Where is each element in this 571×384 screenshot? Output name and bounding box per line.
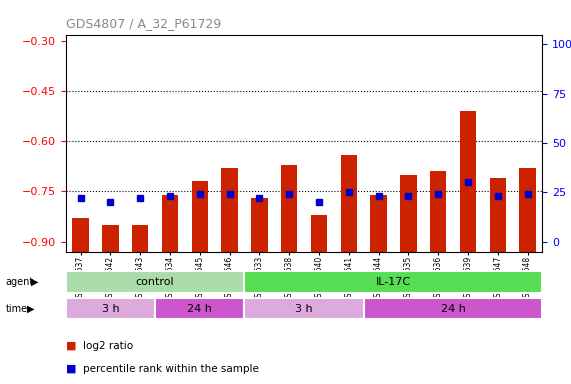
Text: 24 h: 24 h: [441, 304, 465, 314]
Bar: [460, 111, 476, 252]
Bar: [66, 298, 155, 319]
Text: ▶: ▶: [31, 277, 39, 287]
Bar: [340, 155, 357, 252]
Bar: [162, 195, 178, 252]
Text: log2 ratio: log2 ratio: [83, 341, 133, 351]
Text: agent: agent: [6, 277, 34, 287]
Bar: [73, 218, 89, 252]
Bar: [191, 181, 208, 252]
Bar: [244, 298, 364, 319]
Bar: [364, 298, 542, 319]
Text: 24 h: 24 h: [187, 304, 212, 314]
Text: IL-17C: IL-17C: [376, 277, 411, 287]
Bar: [222, 168, 238, 252]
Bar: [311, 215, 327, 252]
Bar: [430, 171, 447, 252]
Text: 3 h: 3 h: [102, 304, 119, 314]
Text: 3 h: 3 h: [295, 304, 313, 314]
Text: ■: ■: [66, 364, 76, 374]
Text: control: control: [136, 277, 174, 287]
Text: ▶: ▶: [27, 304, 35, 314]
Text: ■: ■: [66, 341, 76, 351]
Bar: [66, 271, 244, 293]
Text: percentile rank within the sample: percentile rank within the sample: [83, 364, 259, 374]
Text: GDS4807 / A_32_P61729: GDS4807 / A_32_P61729: [66, 17, 221, 30]
Bar: [132, 225, 148, 252]
Bar: [400, 175, 417, 252]
Bar: [244, 271, 542, 293]
Bar: [102, 225, 119, 252]
Bar: [520, 168, 536, 252]
Bar: [371, 195, 387, 252]
Bar: [155, 298, 244, 319]
Bar: [281, 165, 297, 252]
Bar: [489, 178, 506, 252]
Text: time: time: [6, 304, 28, 314]
Bar: [251, 198, 268, 252]
